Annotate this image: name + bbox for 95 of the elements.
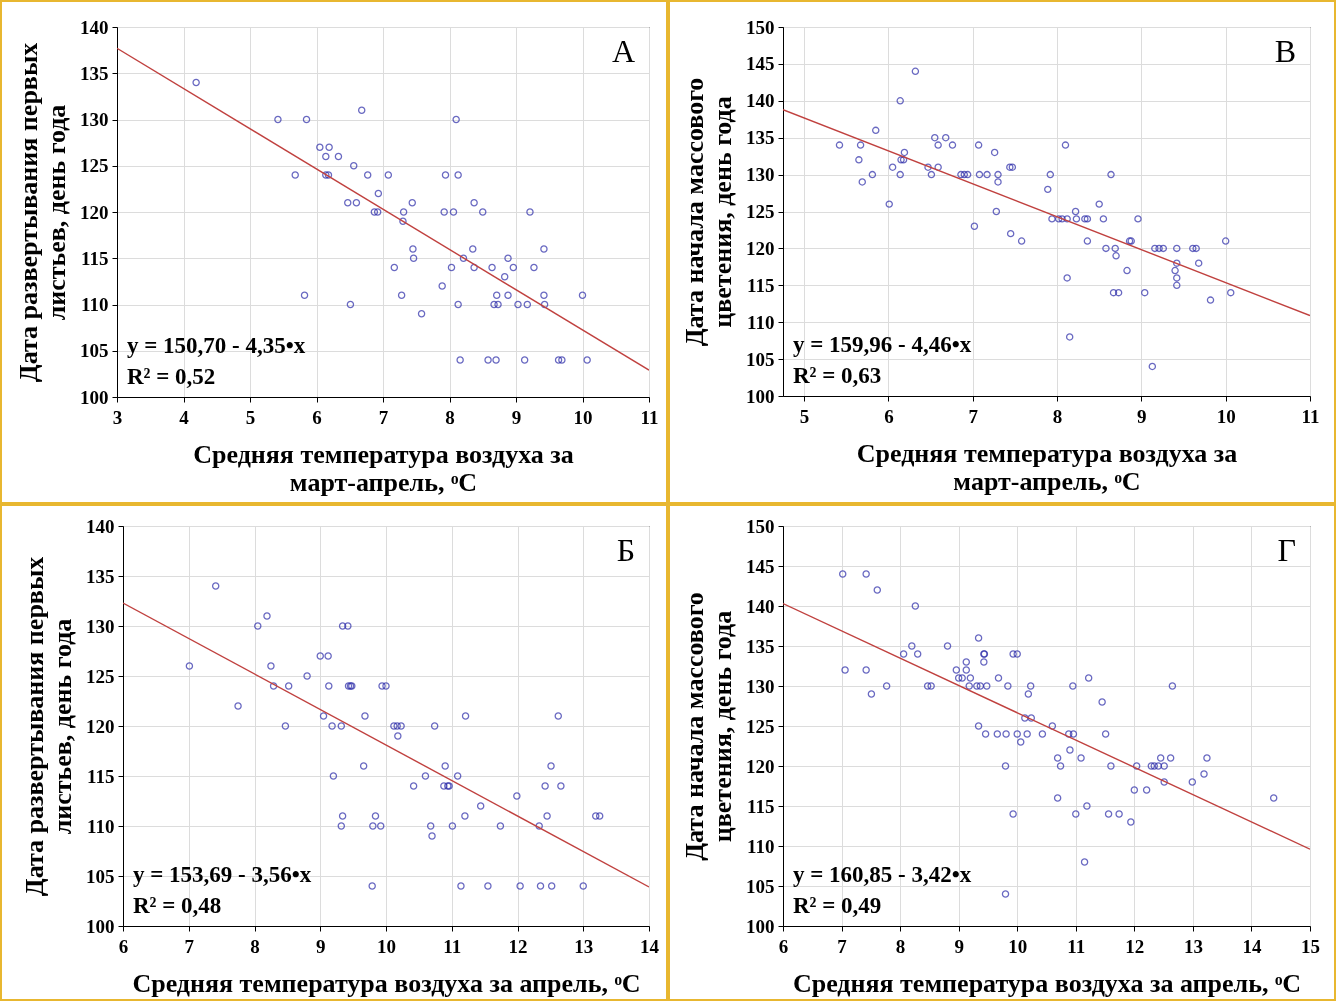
y-tick-label: 105 (746, 875, 775, 897)
annotation: В (1274, 33, 1296, 69)
y-tick-label: 135 (80, 62, 109, 84)
y-tick-label: 105 (746, 348, 775, 370)
y-tick-label: 150 (746, 16, 775, 38)
x-tick-label: 7 (968, 405, 979, 427)
x-tick-label: 11 (1301, 405, 1320, 427)
y-tick-label: 150 (746, 515, 775, 537)
y-tick-label: 110 (87, 815, 115, 837)
x-axis-title: Средняя температура воздуха за апрель, ᵒC (792, 968, 1302, 998)
x-tick-label: 6 (884, 405, 894, 427)
x-tick-label: 9 (954, 935, 964, 957)
x-tick-label: 7 (378, 406, 389, 428)
y-tick-label: 145 (746, 53, 775, 75)
y-tick-label: 125 (86, 665, 115, 687)
y-tick-label: 110 (747, 311, 775, 333)
annotation: А (611, 33, 635, 69)
y-tick-label: 105 (80, 340, 109, 362)
y-tick-label: 110 (81, 294, 109, 315)
annotation: Б (616, 532, 635, 568)
annotation: R² = 0,48 (133, 893, 222, 918)
annotation: R² = 0,52 (127, 364, 216, 389)
annotation: y = 153,69 - 3,56•x (133, 862, 312, 887)
y-tick-label: 105 (86, 865, 115, 887)
y-tick-label: 130 (80, 109, 109, 130)
x-tick-label: 13 (1183, 935, 1203, 957)
y-tick-label: 100 (80, 386, 109, 408)
y-axis-title: Дата начала массового цветения, день года (680, 77, 737, 347)
y-tick-label: 135 (746, 635, 775, 657)
x-tick-label: 12 (508, 935, 528, 957)
x-tick-label: 11 (443, 935, 462, 957)
x-tick-label: 6 (118, 935, 129, 957)
y-tick-label: 140 (80, 16, 109, 38)
y-tick-label: 115 (87, 765, 115, 787)
y-tick-label: 100 (746, 385, 775, 407)
y-tick-label: 140 (86, 515, 115, 537)
y-tick-label: 125 (746, 201, 775, 222)
y-tick-label: 125 (746, 715, 775, 737)
x-tick-label: 5 (799, 405, 810, 427)
x-tick-label: 8 (250, 935, 260, 957)
y-tick-label: 130 (746, 675, 775, 697)
x-tick-label: 14 (640, 935, 660, 957)
y-tick-label: 115 (747, 795, 775, 817)
y-tick-label: 120 (86, 715, 115, 737)
y-tick-label: 125 (80, 155, 109, 177)
y-tick-label: 130 (746, 164, 775, 186)
x-tick-label: 6 (312, 406, 322, 428)
x-tick-label: 9 (316, 935, 326, 957)
y-tick-label: 120 (746, 237, 775, 259)
x-tick-label: 5 (245, 406, 256, 428)
y-tick-label: 135 (86, 565, 115, 587)
y-tick-label: 135 (746, 127, 775, 149)
x-tick-label: 3 (112, 406, 123, 428)
x-axis-title: Средняя температура воздуха за апрель, ᵒC (132, 968, 641, 998)
y-tick-label: 120 (80, 201, 109, 223)
y-tick-label: 115 (747, 274, 775, 296)
y-tick-label: 110 (747, 835, 775, 857)
x-tick-label: 7 (184, 935, 195, 957)
x-tick-label: 7 (837, 935, 848, 957)
annotation: R² = 0,49 (793, 893, 882, 918)
y-tick-label: 140 (746, 595, 775, 617)
x-tick-label: 13 (574, 935, 594, 957)
y-axis-title: Дата развертывания первых листьев, день года (20, 556, 77, 897)
x-tick-label: 14 (1242, 935, 1262, 957)
x-tick-label: 10 (1216, 405, 1236, 427)
x-tick-label: 9 (511, 406, 522, 428)
x-tick-label: 10 (1008, 935, 1028, 957)
y-tick-label: 140 (746, 90, 775, 112)
x-tick-label: 8 (1052, 405, 1063, 427)
y-tick-label: 145 (746, 555, 775, 577)
x-tick-label: 11 (1067, 935, 1086, 957)
x-axis-title: Средняя температура воздуха за март-апрель, ᵒC (856, 438, 1238, 496)
y-tick-label: 100 (746, 915, 775, 937)
y-axis-title: Дата начала массового цветения, день года (680, 592, 737, 861)
x-axis-title: Средняя температура воздуха за март-апрель, ᵒC (193, 439, 574, 497)
x-tick-label: 6 (778, 935, 789, 957)
x-tick-label: 10 (573, 406, 593, 428)
y-tick-label: 100 (86, 915, 115, 937)
annotation: y = 150,70 - 4,35•x (127, 333, 306, 358)
annotation: y = 160,85 - 3,42•x (793, 862, 972, 887)
annotation: y = 159,96 - 4,46•x (793, 332, 972, 357)
x-tick-label: 8 (445, 406, 455, 428)
annotation: R² = 0,63 (793, 363, 882, 388)
y-tick-label: 130 (86, 615, 115, 637)
x-tick-label: 4 (179, 406, 190, 428)
y-axis-title: Дата развертывания первых листьев, день года (14, 42, 71, 383)
y-tick-label: 115 (81, 247, 109, 269)
x-tick-label: 15 (1301, 935, 1320, 957)
x-tick-label: 8 (895, 935, 906, 957)
y-tick-label: 120 (746, 755, 775, 777)
annotation: Г (1277, 532, 1296, 568)
x-tick-label: 12 (1125, 935, 1145, 957)
x-tick-label: 9 (1137, 405, 1147, 427)
x-tick-label: 10 (377, 935, 396, 957)
x-tick-label: 11 (640, 406, 659, 428)
